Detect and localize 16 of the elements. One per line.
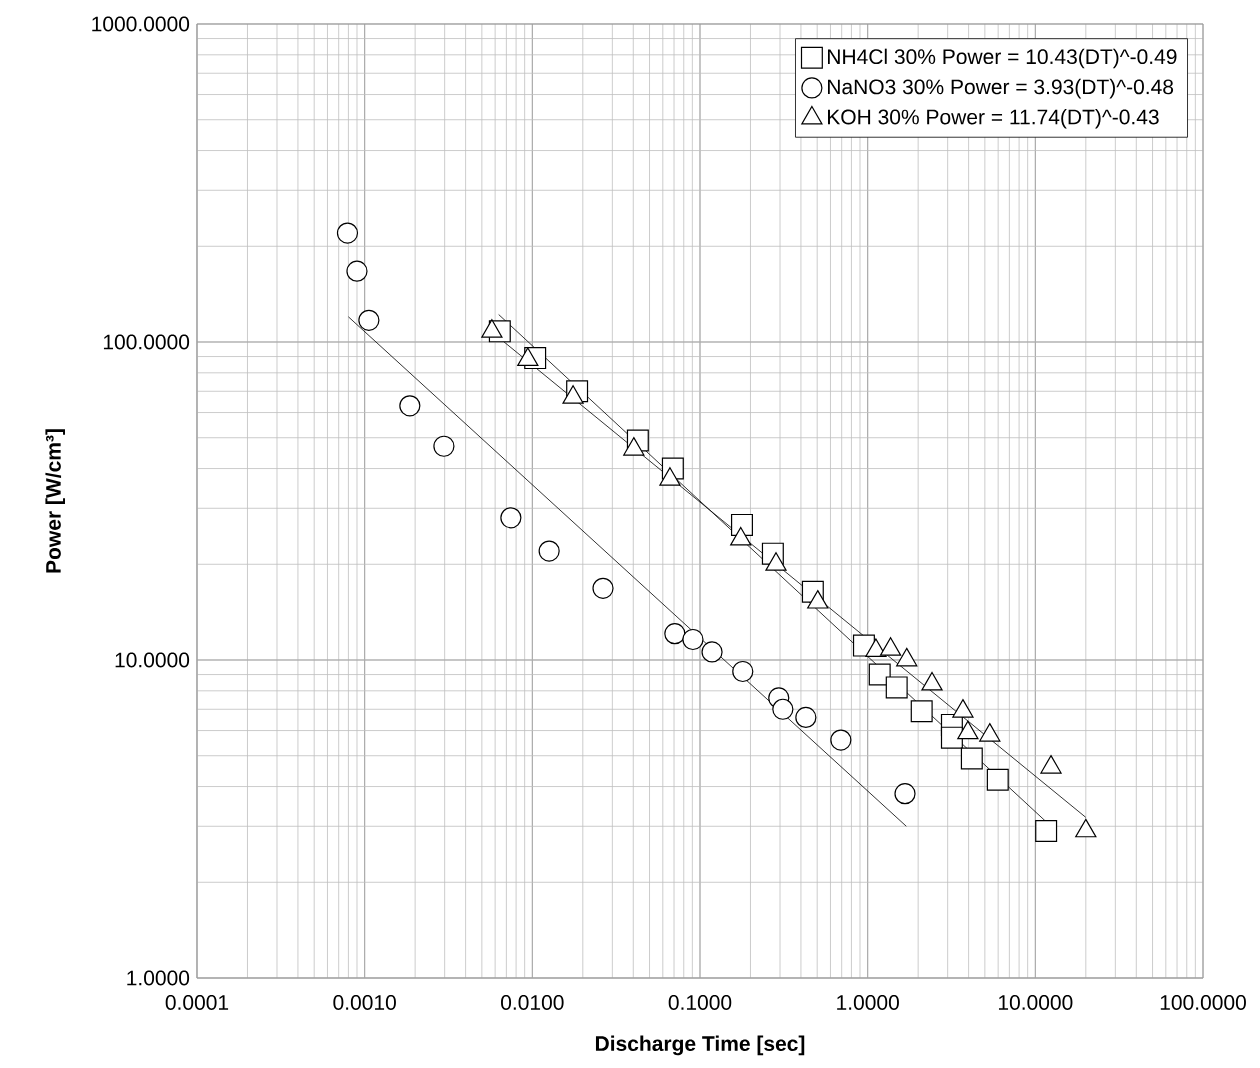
y-tick-label: 1000.0000	[92, 16, 190, 32]
x-tick-label: 0.1000	[668, 995, 732, 1010]
y-tick-label: 1.0000	[127, 970, 190, 986]
legend-label: NH4Cl 30% Power = 10.43(DT)^-0.49	[828, 48, 1177, 69]
x-tick-label: 0.0001	[165, 995, 229, 1010]
y-axis-title: Power [W/cm³]	[45, 429, 65, 573]
x-tick-label: 0.0010	[333, 995, 396, 1010]
x-tick-label: 10.0000	[998, 995, 1073, 1010]
y-tick-label: 10.0000	[115, 652, 190, 668]
x-tick-label: 0.0100	[501, 995, 564, 1010]
legend-label: NaNO3 30% Power = 3.93(DT)^-0.48	[828, 78, 1174, 99]
legend-label: KOH 30% Power = 11.74(DT)^-0.43	[828, 109, 1159, 129]
x-axis-title: Discharge Time [sec]	[595, 1035, 805, 1056]
y-tick-label: 100.0000	[103, 334, 190, 350]
x-tick-label: 1.0000	[837, 995, 899, 1010]
x-tick-label: 100.0000	[1160, 995, 1246, 1010]
